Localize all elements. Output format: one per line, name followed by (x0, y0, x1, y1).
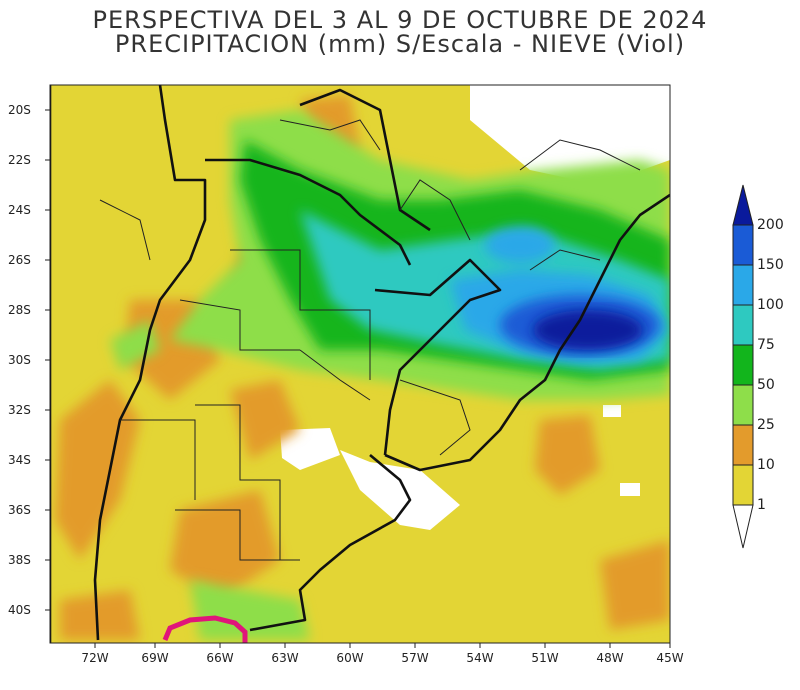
lat-label: 36S (8, 503, 31, 517)
lon-label: 48W (596, 651, 624, 665)
colorbar-label: 10 (757, 457, 775, 473)
dry-area-buenos-aires (340, 450, 460, 530)
lon-label: 60W (336, 651, 364, 665)
lat-label: 26S (8, 253, 31, 267)
map-subtitle: PRECIPITACION (mm) S/Escala - NIEVE (Vio… (114, 30, 686, 58)
colorbar-label: 75 (757, 337, 775, 353)
lon-label: 72W (81, 651, 109, 665)
dry-spot-ocean-2 (603, 405, 621, 417)
colorbar-label: 100 (757, 297, 784, 313)
lat-label: 40S (8, 603, 31, 617)
lat-label: 34S (8, 453, 31, 467)
colorbar-label: 50 (757, 377, 775, 393)
map-frame (49, 84, 671, 644)
colorbar (732, 184, 754, 549)
precip-200-plus-area (533, 310, 643, 350)
lon-label: 63W (271, 651, 299, 665)
colorbar-label: 150 (757, 257, 784, 273)
lon-label: 54W (466, 651, 494, 665)
snow-contour (162, 615, 248, 643)
map-title: PERSPECTIVA DEL 3 AL 9 DE OCTUBRE DE 202… (92, 6, 708, 34)
lon-label: 45W (656, 651, 684, 665)
lat-label: 38S (8, 553, 31, 567)
lat-label: 28S (8, 303, 31, 317)
colorbar-label: 200 (757, 217, 784, 233)
dry-area-pampas (280, 428, 340, 470)
province-borders (99, 119, 641, 561)
lon-label: 66W (206, 651, 234, 665)
lat-label: 30S (8, 353, 31, 367)
lat-label: 22S (8, 153, 31, 167)
lon-label: 69W (141, 651, 169, 665)
lat-label: 20S (8, 103, 31, 117)
colorbar-label: 25 (757, 417, 775, 433)
country-borders (50, 85, 670, 643)
lat-label: 24S (8, 203, 31, 217)
lat-label: 32S (8, 403, 31, 417)
axis-ticks (45, 109, 671, 648)
colorbar-label: 1 (757, 497, 766, 513)
dry-spot-ocean (620, 483, 640, 496)
lon-label: 57W (401, 651, 429, 665)
lon-label: 51W (531, 651, 559, 665)
